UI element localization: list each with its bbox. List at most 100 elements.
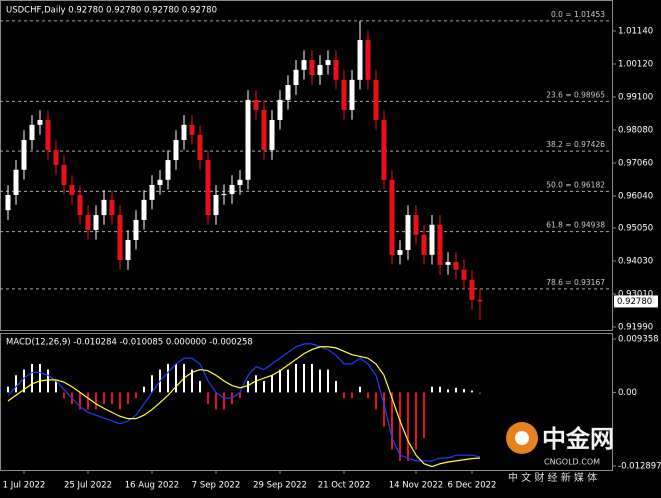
macd-bar <box>383 392 385 427</box>
candle-body <box>317 64 323 75</box>
macd-bar <box>199 380 201 393</box>
macd-bar <box>111 392 113 404</box>
watermark-slogan: 中 文 财 经 新 媒 体 <box>508 471 597 484</box>
candle-body <box>373 79 379 120</box>
fib-label: 78.6 = 0.93167 <box>546 278 605 287</box>
macd-bar <box>359 386 361 393</box>
watermark-site: CNGOLD.COM <box>544 458 600 467</box>
fib-label: 50.0 = 0.96182 <box>546 180 605 189</box>
candle-body <box>149 184 155 200</box>
candle-body <box>469 279 475 300</box>
candle-body <box>285 85 291 100</box>
macd-bar <box>39 363 41 393</box>
candle-body <box>125 239 131 261</box>
last-price-label: 0.92780 <box>617 297 652 307</box>
candle-body <box>429 224 435 255</box>
macd-bar <box>175 363 177 393</box>
x-tick-label: 14 Nov 2022 <box>389 481 443 491</box>
y-tick-label: 0.97060 <box>618 158 653 168</box>
x-tick-label: 16 Aug 2022 <box>125 481 179 491</box>
macd-bar <box>455 387 457 393</box>
candle-body <box>357 40 363 80</box>
candle-body <box>117 215 123 261</box>
candle-body <box>221 194 227 196</box>
macd-bar <box>95 392 97 410</box>
candle-body <box>13 169 19 196</box>
macd-bar <box>103 392 105 404</box>
candle-body <box>109 199 115 216</box>
macd-bar <box>375 392 377 410</box>
candle-body <box>133 219 139 240</box>
y-tick-label: 0.96040 <box>618 191 653 201</box>
y-tick-label: 0.91990 <box>618 322 653 332</box>
macd-bar <box>191 369 193 393</box>
macd-bar <box>287 369 289 393</box>
candle-body <box>453 261 459 270</box>
last-price-box <box>614 295 658 308</box>
candle-body <box>341 79 347 110</box>
candle-body <box>277 99 283 120</box>
macd-bar <box>447 389 449 393</box>
candle-body <box>389 179 395 255</box>
candle-body <box>397 249 403 255</box>
candle-body <box>437 224 443 265</box>
macd-bar <box>63 392 65 399</box>
candle-body <box>261 109 267 151</box>
macd-bar <box>391 392 393 450</box>
macd-bar <box>439 386 441 393</box>
y-tick-label: 0.99100 <box>618 92 653 102</box>
candle-body <box>269 119 275 151</box>
candle-body <box>445 261 451 265</box>
macd-bar <box>31 363 33 393</box>
macd-bar <box>55 380 57 393</box>
macd-line <box>7 346 481 468</box>
candle-body <box>293 69 299 86</box>
candle-body <box>77 195 83 216</box>
macd-bar <box>23 369 25 393</box>
x-tick-label: 21 Oct 2022 <box>318 481 371 491</box>
candle-body <box>309 60 315 75</box>
candle-body <box>245 99 251 180</box>
y-tick-label: 0.98080 <box>618 125 653 135</box>
macd-bar <box>327 369 329 393</box>
macd-bar <box>207 392 209 404</box>
macd-bar <box>7 386 9 393</box>
candle-body <box>45 119 51 151</box>
candle-body <box>173 140 179 161</box>
macd-bar <box>127 392 129 404</box>
candle-body <box>461 269 467 280</box>
macd-bar <box>167 363 169 393</box>
macd-bar <box>15 375 17 393</box>
watermark-logo: 中金网 <box>542 425 614 453</box>
candle-body <box>333 60 339 80</box>
y-tick-label: 0.95050 <box>618 224 653 234</box>
candle-body <box>21 140 27 170</box>
macd-bar <box>239 392 241 399</box>
macd-bar <box>255 375 257 393</box>
main-frame <box>0 0 613 331</box>
macd-bar <box>415 392 417 450</box>
macd-bar <box>295 363 297 393</box>
macd-bar <box>47 369 49 393</box>
macd-bar <box>311 363 313 393</box>
macd-bar <box>279 369 281 393</box>
candle-body <box>181 124 187 141</box>
candle-body <box>5 195 11 211</box>
macd-bar <box>135 392 137 399</box>
candle-body <box>213 195 219 216</box>
macd-bar <box>407 392 409 461</box>
y-tick-label: 0.009358 <box>618 334 659 344</box>
macd-bar <box>463 388 465 393</box>
candle-body <box>349 79 355 110</box>
candle-body <box>253 99 259 110</box>
x-tick-label: 7 Sep 2022 <box>192 481 240 491</box>
macd-bar <box>399 392 401 461</box>
fib-label: 23.6 = 0.98965 <box>546 90 605 99</box>
candle-body <box>93 215 99 230</box>
candle-body <box>421 234 427 255</box>
macd-bar <box>263 380 265 393</box>
candle-body <box>61 164 67 185</box>
x-tick-label: 6 Dec 2022 <box>448 481 497 491</box>
